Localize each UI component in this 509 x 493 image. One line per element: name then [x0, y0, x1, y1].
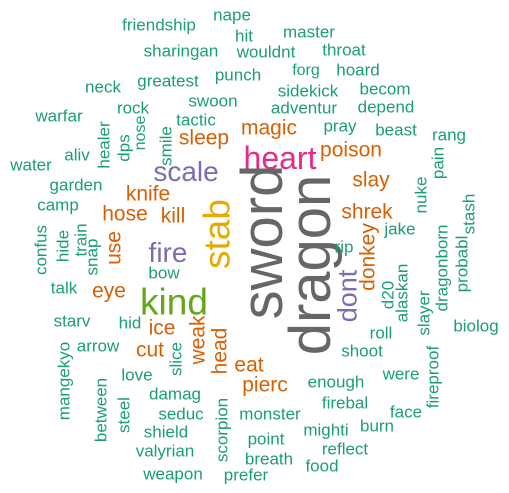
word-mighti: mighti	[303, 420, 349, 440]
word-hoard: hoard	[336, 60, 380, 80]
word-were: were	[382, 364, 420, 384]
word-swoon: swoon	[188, 91, 238, 111]
word-head: head	[208, 327, 232, 375]
word-bow: bow	[148, 263, 180, 283]
word-depend: depend	[357, 97, 415, 117]
word-shield: shield	[143, 422, 189, 442]
word-confus: confus	[31, 224, 51, 276]
word-pain: pain	[428, 146, 448, 180]
word-food: food	[305, 456, 339, 476]
word-face: face	[389, 402, 423, 422]
word-cut: cut	[135, 338, 165, 362]
word-eat: eat	[234, 353, 264, 377]
word-wouldnt: wouldnt	[236, 42, 296, 62]
word-fireproof: fireproof	[423, 345, 443, 409]
word-damag: damag	[149, 384, 201, 404]
word-friendship: friendship	[122, 15, 196, 35]
word-tactic: tactic	[176, 110, 216, 130]
word-greatest: greatest	[137, 71, 199, 91]
word-dont: dont	[332, 269, 363, 323]
word-camp: camp	[37, 195, 79, 215]
word-biolog: biolog	[453, 316, 499, 336]
word-ice: ice	[148, 316, 176, 340]
word-nuke: nuke	[411, 176, 431, 214]
word-beast: beast	[375, 120, 417, 140]
word-pray: pray	[323, 116, 357, 136]
word-sidekick: sidekick	[277, 81, 339, 101]
word-neck: neck	[85, 77, 121, 97]
word-shoot: shoot	[341, 341, 383, 361]
word-weapon: weapon	[143, 464, 203, 484]
word-dragonborn: dragonborn	[432, 224, 452, 312]
word-poison: poison	[320, 138, 382, 162]
word-master: master	[283, 22, 335, 42]
word-slice: slice	[166, 341, 186, 377]
word-breath: breath	[244, 449, 294, 469]
word-use: use	[102, 231, 126, 265]
word-rang: rang	[431, 125, 467, 145]
word-nape: nape	[213, 5, 251, 25]
word-firebal: firebal	[321, 393, 369, 413]
word-love: love	[121, 365, 153, 385]
word-heart: heart	[243, 140, 317, 176]
word-rock: rock	[116, 98, 150, 118]
word-dps: dps	[114, 134, 134, 162]
word-jake: jake	[384, 219, 416, 239]
word-stash: stash	[459, 193, 479, 235]
word-probabl: probabl	[452, 235, 472, 293]
word-pierc: pierc	[242, 373, 288, 397]
word-kill: kill	[160, 204, 186, 228]
word-hose: hose	[102, 202, 148, 226]
word-throat: throat	[322, 40, 366, 60]
word-dragon: dragon	[278, 174, 343, 356]
word-eye: eye	[92, 279, 126, 303]
word-steel: steel	[114, 397, 134, 433]
word-valyrian: valyrian	[135, 441, 195, 461]
word-stab: stab	[196, 199, 238, 269]
word-enough: enough	[307, 372, 365, 392]
word-point: point	[247, 429, 285, 449]
word-adventur: adventur	[270, 98, 338, 118]
word-burn: burn	[359, 416, 395, 436]
word-hit: hit	[235, 26, 253, 46]
word-weak: weak	[186, 315, 210, 365]
word-reflect: reflect	[321, 439, 369, 459]
word-arrow: arrow	[76, 336, 120, 356]
word-shrek: shrek	[341, 200, 393, 224]
word-scale: scale	[153, 156, 219, 187]
word-roll: roll	[369, 323, 393, 343]
word-mangekyo: mangekyo	[54, 341, 74, 421]
word-forg: forg	[292, 62, 320, 79]
word-nose: nose	[132, 115, 149, 151]
word-warfar: warfar	[35, 106, 83, 126]
word-garden: garden	[49, 175, 103, 195]
word-water: water	[10, 155, 52, 175]
word-scorpion: scorpion	[212, 397, 232, 463]
word-between: between	[91, 377, 111, 443]
word-d20: d20	[378, 280, 398, 310]
word-slayer: slayer	[414, 290, 434, 336]
word-prefer: prefer	[223, 465, 269, 485]
word-slay: slay	[352, 168, 390, 192]
word-kind: kind	[140, 281, 208, 323]
word-seduc: seduc	[158, 404, 204, 424]
word-rip: rip	[334, 237, 354, 257]
word-becom: becom	[359, 79, 411, 99]
word-snap: snap	[82, 238, 102, 276]
word-punch: punch	[214, 65, 262, 85]
word-sharingan: sharingan	[143, 41, 219, 61]
word-knife: knife	[125, 182, 171, 206]
word-fire: fire	[148, 237, 188, 268]
word-healer: healer	[94, 121, 114, 169]
word-sleep: sleep	[178, 126, 230, 150]
word-hid: hid	[118, 313, 142, 333]
word-talk: talk	[50, 278, 78, 298]
word-starv: starv	[53, 311, 91, 331]
word-monster: monster	[239, 404, 301, 424]
word-aliv: aliv	[64, 145, 90, 165]
word-hide: hide	[53, 229, 73, 263]
word-magic: magic	[240, 116, 298, 140]
